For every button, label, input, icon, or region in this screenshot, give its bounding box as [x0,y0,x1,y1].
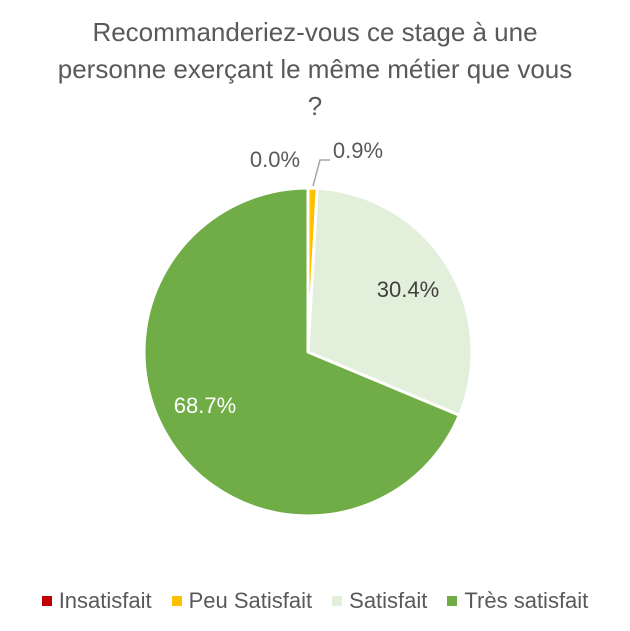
legend-item-peu-satisfait: Peu Satisfait [171,588,313,614]
chart-title: Recommanderiez-vous ce stage à une perso… [15,14,615,125]
data-label-insatisfait: 0.0% [250,147,300,172]
legend-label: Satisfait [349,588,428,613]
pie-slice-satisfait [306,186,474,417]
legend-swatch [447,596,458,606]
data-label-peu-satisfait: 0.9% [333,138,383,163]
pie-slice-tres-satisfait [142,186,461,518]
data-label-satisfait: 30.4% [377,277,439,302]
legend-label: Insatisfait [58,588,152,613]
legend-label: Peu Satisfait [188,588,313,613]
data-label-tres-satisfait: 68.7% [174,393,236,418]
chart-title-line-2: personne exerçant le même métier que vou… [57,54,573,84]
legend: Insatisfait Peu Satisfait Satisfait Très… [0,588,630,614]
legend-label: Très satisfait [464,588,589,613]
legend-item-insatisfait: Insatisfait [41,588,152,614]
legend-item-satisfait: Satisfait [332,588,427,614]
legend-swatch [171,596,182,606]
chart-title-line-1: Recommanderiez-vous ce stage à une [92,17,538,47]
legend-swatch [41,596,52,606]
leader-line [312,159,330,187]
legend-item-tres-satisfait: Très satisfait [447,588,588,614]
chart-title-line-3: ? [307,91,323,121]
legend-swatch [332,596,343,606]
